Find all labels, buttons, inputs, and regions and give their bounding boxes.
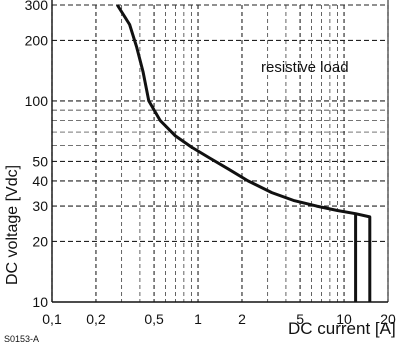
plot-grid bbox=[51, 0, 389, 303]
y-tick-label: 20 bbox=[32, 233, 48, 249]
y-tick-label: 40 bbox=[32, 173, 48, 189]
x-tick-label: 0,1 bbox=[42, 311, 62, 327]
figure-code: S0153-A bbox=[4, 334, 39, 344]
axis-tick-labels: 0,1 0,2 0,5 1 2 5 10 20 10 20 30 40 50 100 200 300 bbox=[25, 0, 396, 327]
x-tick-label: 0,5 bbox=[144, 311, 164, 327]
y-tick-label: 30 bbox=[32, 198, 48, 214]
y-tick-label: 10 bbox=[32, 294, 48, 310]
y-tick-label: 100 bbox=[25, 93, 49, 109]
y-axis-label: DC voltage [Vdc] bbox=[4, 165, 21, 285]
x-tick-label: 20 bbox=[380, 311, 396, 327]
x-tick-label: 10 bbox=[336, 311, 352, 327]
series-layer bbox=[116, 4, 372, 302]
annotation-resistive-load: resistive load bbox=[261, 59, 349, 76]
y-tick-label: 200 bbox=[25, 32, 49, 48]
x-tick-label: 2 bbox=[238, 311, 246, 327]
x-tick-label: 0,2 bbox=[86, 311, 106, 327]
y-tick-label: 50 bbox=[32, 153, 48, 169]
y-tick-label: 300 bbox=[25, 0, 49, 13]
x-tick-label: 5 bbox=[296, 311, 304, 327]
x-tick-label: 1 bbox=[194, 311, 202, 327]
x-axis-label: DC current [A] bbox=[288, 319, 396, 338]
series-line-1 bbox=[116, 4, 372, 302]
